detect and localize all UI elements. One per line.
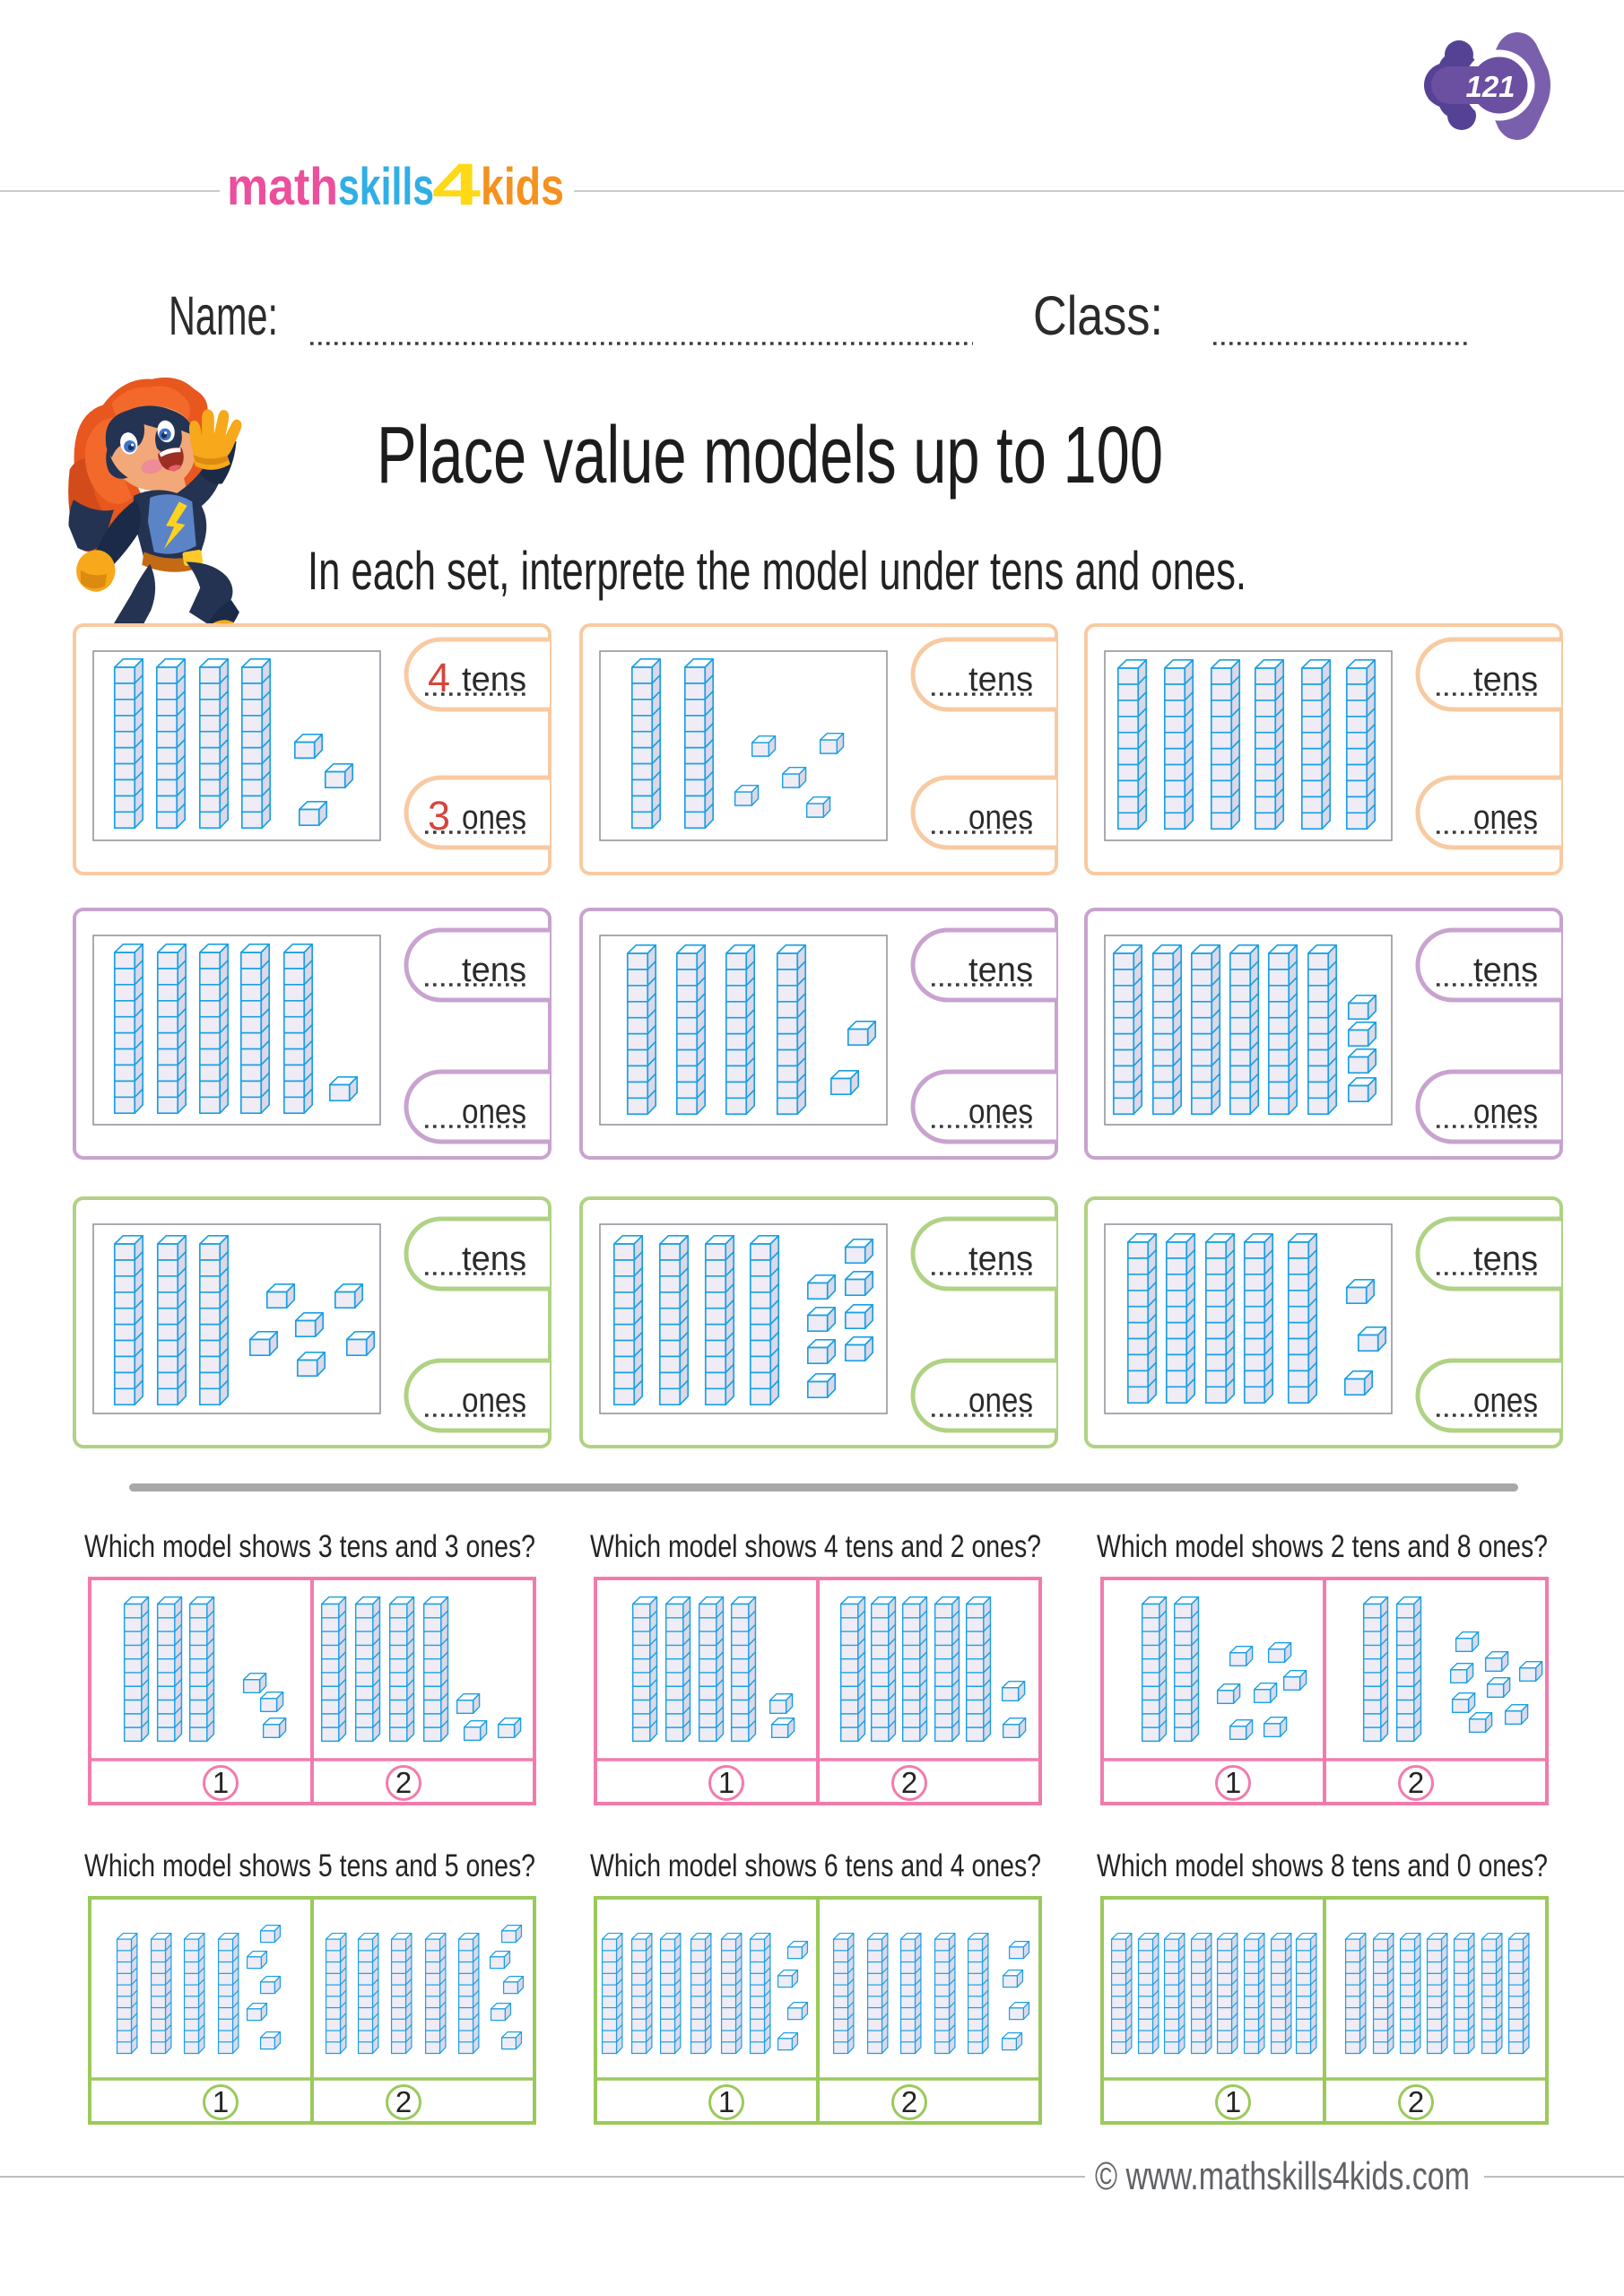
svg-text:4: 4 [428, 655, 450, 700]
svg-text:2: 2 [1408, 1766, 1424, 1799]
svg-text:Which model shows 6 tens and 4: Which model shows 6 tens and 4 ones? [590, 1848, 1041, 1883]
svg-text:© www.mathskills4kids.com: © www.mathskills4kids.com [1095, 2154, 1470, 2198]
svg-text:1: 1 [213, 2085, 229, 2118]
svg-text:1: 1 [718, 1766, 734, 1799]
svg-text:Which model shows 5 tens and 5: Which model shows 5 tens and 5 ones? [84, 1848, 535, 1883]
svg-text:tens: tens [968, 952, 1033, 989]
svg-text:Name:: Name: [169, 285, 278, 346]
svg-text:skills: skills [338, 158, 434, 216]
svg-text:2: 2 [901, 1766, 917, 1799]
svg-text:tens: tens [1473, 661, 1538, 699]
svg-text:ones: ones [462, 799, 526, 837]
svg-text:ones: ones [462, 1093, 526, 1131]
svg-text:ones: ones [968, 799, 1033, 837]
svg-text:1: 1 [718, 2085, 734, 2118]
svg-text:Which model shows 8 tens and 0: Which model shows 8 tens and 0 ones? [1097, 1848, 1548, 1883]
svg-text:4: 4 [432, 151, 481, 217]
svg-text:121: 121 [1465, 70, 1515, 103]
svg-text:Which model shows 2 tens and 8: Which model shows 2 tens and 8 ones? [1097, 1529, 1548, 1564]
svg-text:math: math [227, 158, 338, 216]
svg-text:2: 2 [395, 2085, 412, 2118]
svg-text:1: 1 [1225, 1766, 1241, 1799]
svg-text:1: 1 [1225, 2085, 1241, 2118]
svg-text:ones: ones [1473, 1093, 1538, 1131]
svg-text:ones: ones [968, 1093, 1033, 1131]
svg-text:2: 2 [1408, 2085, 1424, 2118]
svg-text:2: 2 [901, 2085, 917, 2118]
svg-text:2: 2 [395, 1766, 412, 1799]
svg-text:ones: ones [462, 1382, 526, 1420]
svg-text:tens: tens [968, 1240, 1033, 1278]
svg-text:Class:: Class: [1033, 285, 1163, 346]
svg-text:Which model shows 3 tens and 3: Which model shows 3 tens and 3 ones? [84, 1529, 535, 1564]
svg-text:tens: tens [1473, 1240, 1538, 1278]
svg-text:In each set, interprete the mo: In each set, interprete the model under … [308, 541, 1246, 601]
svg-text:tens: tens [968, 661, 1033, 699]
svg-text:3: 3 [428, 793, 450, 839]
svg-text:Place value models up to 100: Place value models up to 100 [377, 411, 1163, 500]
svg-text:1: 1 [213, 1766, 229, 1799]
svg-text:ones: ones [968, 1382, 1033, 1420]
svg-text:tens: tens [462, 952, 526, 989]
svg-text:ones: ones [1473, 799, 1538, 837]
svg-text:tens: tens [462, 1240, 526, 1278]
svg-text:Which model shows 4 tens and 2: Which model shows 4 tens and 2 ones? [590, 1529, 1041, 1564]
svg-text:tens: tens [1473, 952, 1538, 989]
svg-text:ones: ones [1473, 1382, 1538, 1420]
svg-text:kids: kids [481, 158, 564, 216]
svg-text:tens: tens [462, 661, 526, 699]
